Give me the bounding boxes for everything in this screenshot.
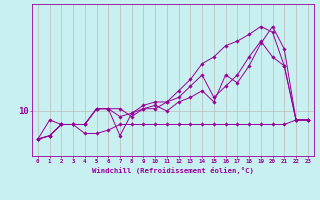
X-axis label: Windchill (Refroidissement éolien,°C): Windchill (Refroidissement éolien,°C) bbox=[92, 167, 254, 174]
